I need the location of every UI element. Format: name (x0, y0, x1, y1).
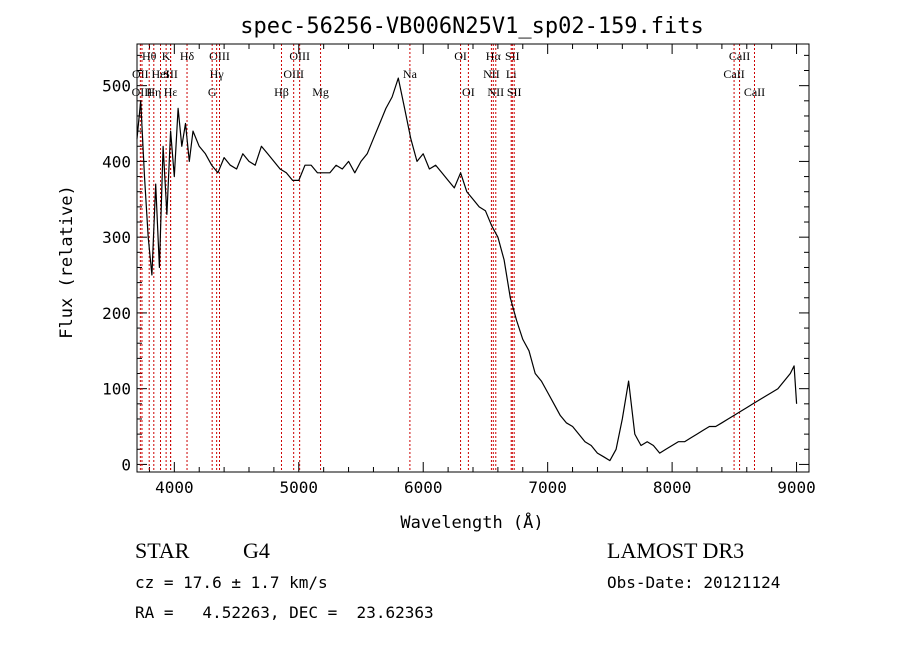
x-tick-label: 7000 (528, 478, 567, 497)
spectral-line-label: OIII (289, 49, 310, 63)
spectral-line-label: SII (505, 49, 520, 63)
spectral-line-label: OI (462, 85, 475, 99)
spectral-line-label: OI (454, 49, 467, 63)
y-tick-label: 0 (121, 455, 131, 474)
x-tick-label: 4000 (155, 478, 194, 497)
y-tick-label: 400 (102, 152, 131, 171)
x-tick-label: 9000 (777, 478, 816, 497)
object-subclass: G4 (243, 538, 270, 563)
spectral-line-label: HeI (152, 67, 170, 81)
spectral-line-label: Hθ (142, 49, 157, 63)
spectrum-series-line (136, 77, 798, 462)
y-axis-label: Flux (relative) (57, 185, 77, 339)
spectral-line-label: Mg (312, 85, 329, 99)
spectral-line-label: OIII (283, 67, 304, 81)
spectral-line-label: Li (506, 67, 517, 81)
spectral-line-label: NII (487, 85, 504, 99)
spectral-line-label: CaII (744, 85, 765, 99)
spectral-line-label: Hη (146, 85, 161, 99)
survey-name: LAMOST DR3 (607, 538, 745, 563)
coordinates: RA = 4.52263, DEC = 23.62363 (135, 603, 434, 622)
spectral-line-label: Hβ (274, 85, 289, 99)
x-tick-label: 8000 (653, 478, 692, 497)
spectral-line-label: Hε (164, 85, 178, 99)
spectral-line-label: Hα (486, 49, 502, 63)
x-tick-label: 5000 (280, 478, 319, 497)
y-tick-label: 200 (102, 304, 131, 323)
spectral-line-label: Hδ (180, 49, 195, 63)
observation-date: Obs-Date: 20121124 (607, 573, 781, 592)
spectral-line-label: Na (403, 67, 418, 81)
y-tick-label: 300 (102, 228, 131, 247)
spectral-line-label: Hγ (210, 67, 225, 81)
spectral-line-label: K (162, 49, 171, 63)
spectral-line-label: NII (483, 67, 500, 81)
spectral-line-label: CaII (729, 49, 750, 63)
spectral-line-label: OIII (209, 49, 230, 63)
chart-title: spec-56256-VB006N25V1_sp02-159.fits (240, 14, 704, 39)
spectral-line-label: SII (507, 85, 522, 99)
x-tick-label: 6000 (404, 478, 443, 497)
plot-area: 4000 5000 6000 7000 8000 9000 0 100 200 300 400 500… (102, 44, 816, 497)
object-class: STAR (135, 538, 190, 563)
spectral-line-label: CaII (723, 67, 744, 81)
spectral-line-label: G (208, 85, 217, 99)
y-tick-label: 100 (102, 380, 131, 399)
x-axis-label: Wavelength (Å) (400, 511, 543, 533)
plot-frame (136, 43, 810, 473)
y-tick-label: 500 (102, 77, 131, 96)
redshift-velocity: cz = 17.6 ± 1.7 km/s (135, 573, 328, 592)
spectral-line-label: OII (132, 67, 149, 81)
